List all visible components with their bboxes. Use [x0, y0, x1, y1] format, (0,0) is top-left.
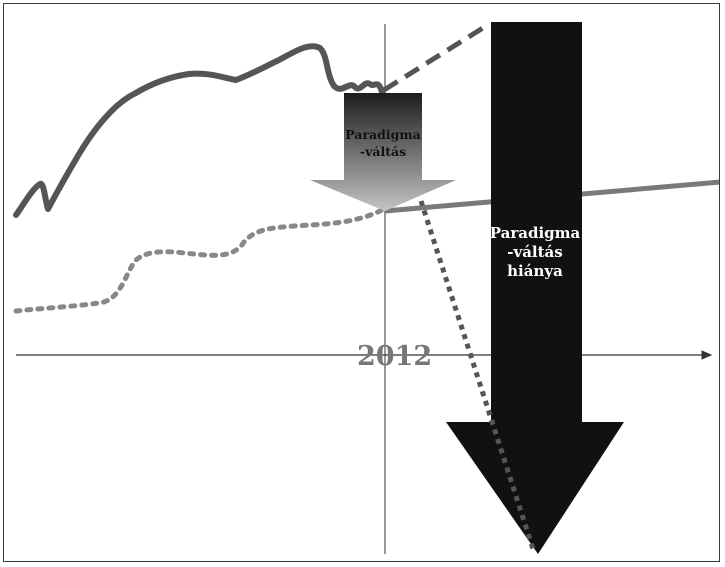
big-arrow-label-line-3: hiánya: [507, 262, 563, 280]
small-arrow-label-line-1: Paradigma: [345, 127, 420, 142]
small-arrow-label-line-2: -váltás: [360, 144, 406, 159]
year-label-2012: 2012: [357, 341, 432, 372]
no-paradigm-shift-arrow: [446, 22, 624, 554]
collapse-dotted-line: [418, 200, 537, 553]
big-arrow-label-line-1: Paradigma: [490, 224, 581, 242]
diagram-frame: Paradigma -váltás Paradigma -váltás hián…: [3, 3, 720, 562]
historic-solid-curve: [13, 43, 385, 218]
projected-dashed-line: [382, 23, 488, 93]
paradigm-shift-diagram: Paradigma -váltás Paradigma -váltás hián…: [13, 22, 719, 554]
lower-dotted-curve: [13, 207, 385, 314]
paradigm-shift-arrow: [310, 93, 456, 211]
big-arrow-label-line-2: -váltás: [507, 243, 562, 261]
